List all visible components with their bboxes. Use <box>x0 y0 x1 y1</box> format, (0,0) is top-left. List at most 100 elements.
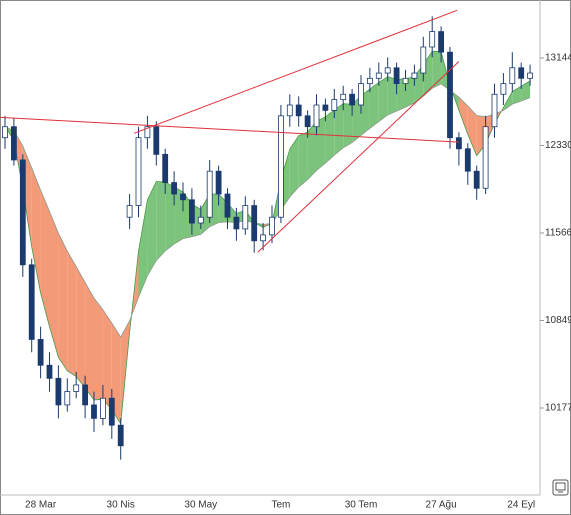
candle-body <box>126 205 133 218</box>
candle-body <box>269 216 275 236</box>
ribbon-fill <box>76 266 86 388</box>
x-tick-label: 30 Tem <box>345 500 378 511</box>
candle-body <box>438 31 445 53</box>
candle-body <box>251 205 258 242</box>
candle-body <box>206 170 213 218</box>
ribbon-fill <box>147 181 157 276</box>
candle-body <box>73 384 80 392</box>
ribbon-fill <box>316 116 326 171</box>
x-tick-label: Tem <box>271 500 290 511</box>
x-tick-label: 24 Eyl <box>507 500 535 511</box>
ribbon-fill <box>102 309 112 410</box>
ribbon-fill <box>432 51 442 89</box>
candle-body <box>429 31 436 48</box>
ribbon-fill <box>94 298 103 400</box>
ribbon-fill <box>378 76 388 122</box>
ribbon-fill <box>521 80 531 102</box>
candle-body <box>473 170 480 189</box>
candle-body <box>482 126 489 189</box>
ribbon-fill <box>458 97 468 135</box>
ribbon-fill <box>156 181 166 261</box>
ribbon-fill <box>405 76 415 108</box>
ribbon-fill <box>49 211 59 358</box>
ribbon-fill <box>165 181 175 251</box>
plot-area <box>0 9 533 460</box>
ribbon-fill <box>369 82 379 129</box>
candle-body <box>402 77 409 85</box>
candle-body <box>286 104 293 117</box>
candle-body <box>37 339 44 366</box>
candle-body <box>55 377 62 406</box>
trend-line <box>0 116 459 143</box>
x-tick-label: 27 Ağu <box>426 500 457 511</box>
candle-body <box>322 104 329 111</box>
y-tick-label: 10849 <box>545 315 571 326</box>
candle-body <box>384 67 391 74</box>
y-tick-label: 13144 <box>545 53 571 64</box>
trend-line <box>257 61 460 253</box>
x-tick-label: 30 May <box>184 500 217 511</box>
candle-body <box>233 216 240 230</box>
candle-body <box>393 67 400 85</box>
candle-body <box>188 199 195 224</box>
ribbon-fill <box>396 78 406 112</box>
y-tick-label: 11566 <box>545 228 571 239</box>
candle-body <box>527 72 533 79</box>
candle-body <box>135 137 142 206</box>
candle-body <box>277 115 284 218</box>
candle-body <box>215 170 222 195</box>
ribbon-fill <box>138 200 148 298</box>
x-tick-label: 28 Mar <box>25 500 57 511</box>
candle-body <box>242 205 249 230</box>
ribbon-fill <box>31 167 41 294</box>
candle-body <box>491 93 498 128</box>
candle-body <box>153 126 160 155</box>
candle-body <box>108 397 115 426</box>
candle-body <box>340 93 347 101</box>
candle-body <box>509 67 516 85</box>
candle-body <box>28 264 35 340</box>
candle-body <box>366 77 373 85</box>
ribbon-fill <box>67 251 77 377</box>
ribbon-fill <box>254 222 264 228</box>
candle-body <box>358 83 364 106</box>
y-tick-label: 10177 <box>545 403 571 414</box>
candle-body <box>117 424 124 447</box>
candle-body <box>100 397 106 419</box>
ribbon-fill <box>298 132 308 188</box>
candle-body <box>10 126 17 161</box>
candle-body <box>375 72 382 79</box>
ribbon-fill <box>325 109 335 164</box>
ribbon-fill <box>40 190 50 327</box>
candle-body <box>46 364 53 379</box>
ema-line <box>4 50 531 426</box>
candle-body <box>144 126 151 139</box>
candle-body <box>349 93 356 106</box>
candle-body <box>2 126 8 139</box>
ribbon-fill <box>467 105 477 156</box>
candle-body <box>82 384 88 406</box>
y-tick-label: 12330 <box>545 140 571 151</box>
ribbon-fill <box>174 186 183 245</box>
candle-body <box>518 67 525 79</box>
candle-body <box>171 182 178 195</box>
settings-icon[interactable] <box>552 479 569 496</box>
candle-body <box>224 193 231 218</box>
ribbon-fill <box>352 95 361 143</box>
ribbon-fill <box>307 121 317 180</box>
ribbon-fill <box>387 76 397 115</box>
candle-body <box>447 51 453 139</box>
ribbon-fill <box>289 135 299 198</box>
ribbon-fill <box>512 86 522 105</box>
candle-body <box>464 148 471 172</box>
candle-body <box>411 72 418 79</box>
ribbon-fill <box>85 282 94 400</box>
trend-line <box>133 9 458 134</box>
candle-body <box>304 115 311 128</box>
candle-body <box>91 404 97 419</box>
candle-body <box>180 193 186 201</box>
candle-body <box>260 234 267 242</box>
